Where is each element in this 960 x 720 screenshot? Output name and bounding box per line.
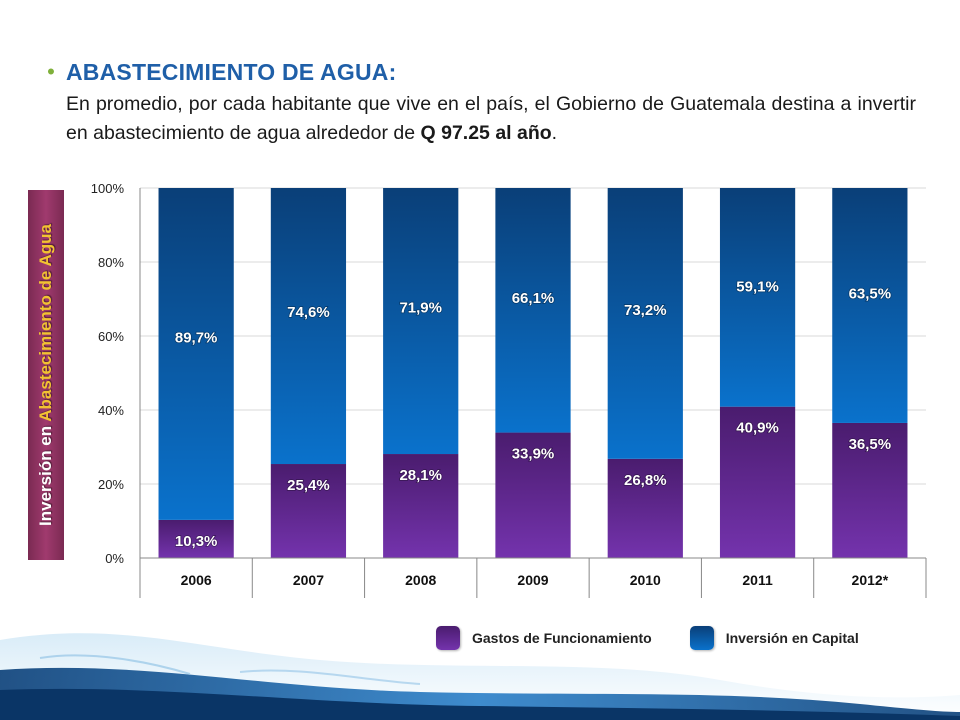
page-title: ABASTECIMIENTO DE AGUA:	[66, 58, 397, 85]
legend-item-gastos: Gastos de Funcionamiento	[436, 626, 652, 650]
data-label-inversion: 59,1%	[736, 278, 779, 295]
bar-inversion	[383, 188, 459, 455]
x-tick-label: 2011	[742, 572, 773, 588]
data-label-gastos: 25,4%	[287, 477, 330, 494]
legend-label-gastos: Gastos de Funcionamiento	[472, 630, 652, 646]
chart-data-labels: 10,3% 89,7% 25,4% 74,6% 28,1% 71,9% 33,9% 66,1%…	[174, 278, 892, 551]
data-label-inversion: 89,7%	[175, 329, 218, 346]
bar-gastos	[607, 458, 683, 558]
legend-swatch-inversion	[689, 626, 714, 650]
x-tick-label: 2010	[630, 572, 661, 588]
data-label-gastos: 28,1%	[399, 467, 442, 484]
bar-gastos	[383, 454, 459, 558]
y-tick-label: 20%	[98, 477, 124, 492]
data-label-gastos: 36,5%	[849, 436, 892, 453]
data-label-gastos: 40,9%	[736, 420, 779, 437]
bar-inversion	[495, 188, 571, 433]
description-text: En promedio, por cada habitante que vive…	[66, 90, 916, 148]
x-tick-label: 2009	[517, 572, 548, 588]
chart-axes: 0% 20% 40% 60% 80% 100% 2006 2007 2008 2009 2010 20…	[91, 181, 927, 598]
bar-gastos	[158, 519, 234, 558]
legend-item-inversion: Inversión en Capital	[689, 626, 859, 650]
bar-gastos	[495, 432, 571, 558]
x-tick-label: 2007	[293, 572, 324, 588]
bar-inversion	[270, 188, 347, 465]
y-tick-label: 100%	[91, 181, 125, 196]
data-label-gastos: 33,9%	[512, 446, 555, 463]
description-part2: .	[551, 122, 558, 144]
description-amount: Q 97.25 al año	[420, 122, 552, 144]
data-label-inversion: 71,9%	[399, 300, 442, 317]
y-tick-label: 40%	[98, 403, 124, 418]
chart-bars	[158, 188, 908, 558]
stacked-bar-chart: 10,3% 89,7% 25,4% 74,6% 28,1% 71,9% 33,9% 66,1%…	[91, 181, 927, 598]
bullet-icon: •	[47, 59, 55, 84]
data-label-inversion: 73,2%	[624, 302, 667, 319]
chart-legend: Gastos de Funcionamiento Inversión en Ca…	[436, 626, 897, 650]
bar-inversion	[719, 188, 796, 407]
y-axis-title-band	[28, 190, 64, 560]
water-wave-decoration	[0, 633, 960, 720]
data-label-gastos: 26,8%	[624, 472, 667, 489]
y-tick-label: 0%	[105, 551, 124, 566]
heading: • ABASTECIMIENTO DE AGUA: En promedio, p…	[36, 58, 916, 148]
legend-label-inversion: Inversión en Capital	[725, 630, 859, 646]
x-tick-label: 2012*	[852, 572, 889, 588]
data-label-inversion: 63,5%	[849, 286, 892, 303]
y-tick-label: 80%	[98, 255, 124, 270]
x-tick-label: 2006	[181, 572, 212, 588]
data-label-gastos: 10,3%	[175, 533, 218, 550]
description-part1: En promedio, por cada habitante que vive…	[66, 93, 916, 144]
data-label-inversion: 66,1%	[512, 290, 555, 307]
bar-gastos	[719, 406, 796, 558]
bar-inversion	[607, 188, 683, 459]
bar-gastos	[270, 464, 347, 558]
x-tick-label: 2008	[405, 572, 436, 588]
bar-inversion	[832, 188, 908, 423]
y-tick-label: 60%	[98, 329, 124, 344]
title-row: • ABASTECIMIENTO DE AGUA:	[36, 58, 916, 86]
legend-swatch-gastos	[436, 626, 460, 650]
bar-inversion	[158, 188, 234, 520]
data-label-inversion: 74,6%	[287, 304, 330, 321]
bar-gastos	[832, 422, 908, 558]
